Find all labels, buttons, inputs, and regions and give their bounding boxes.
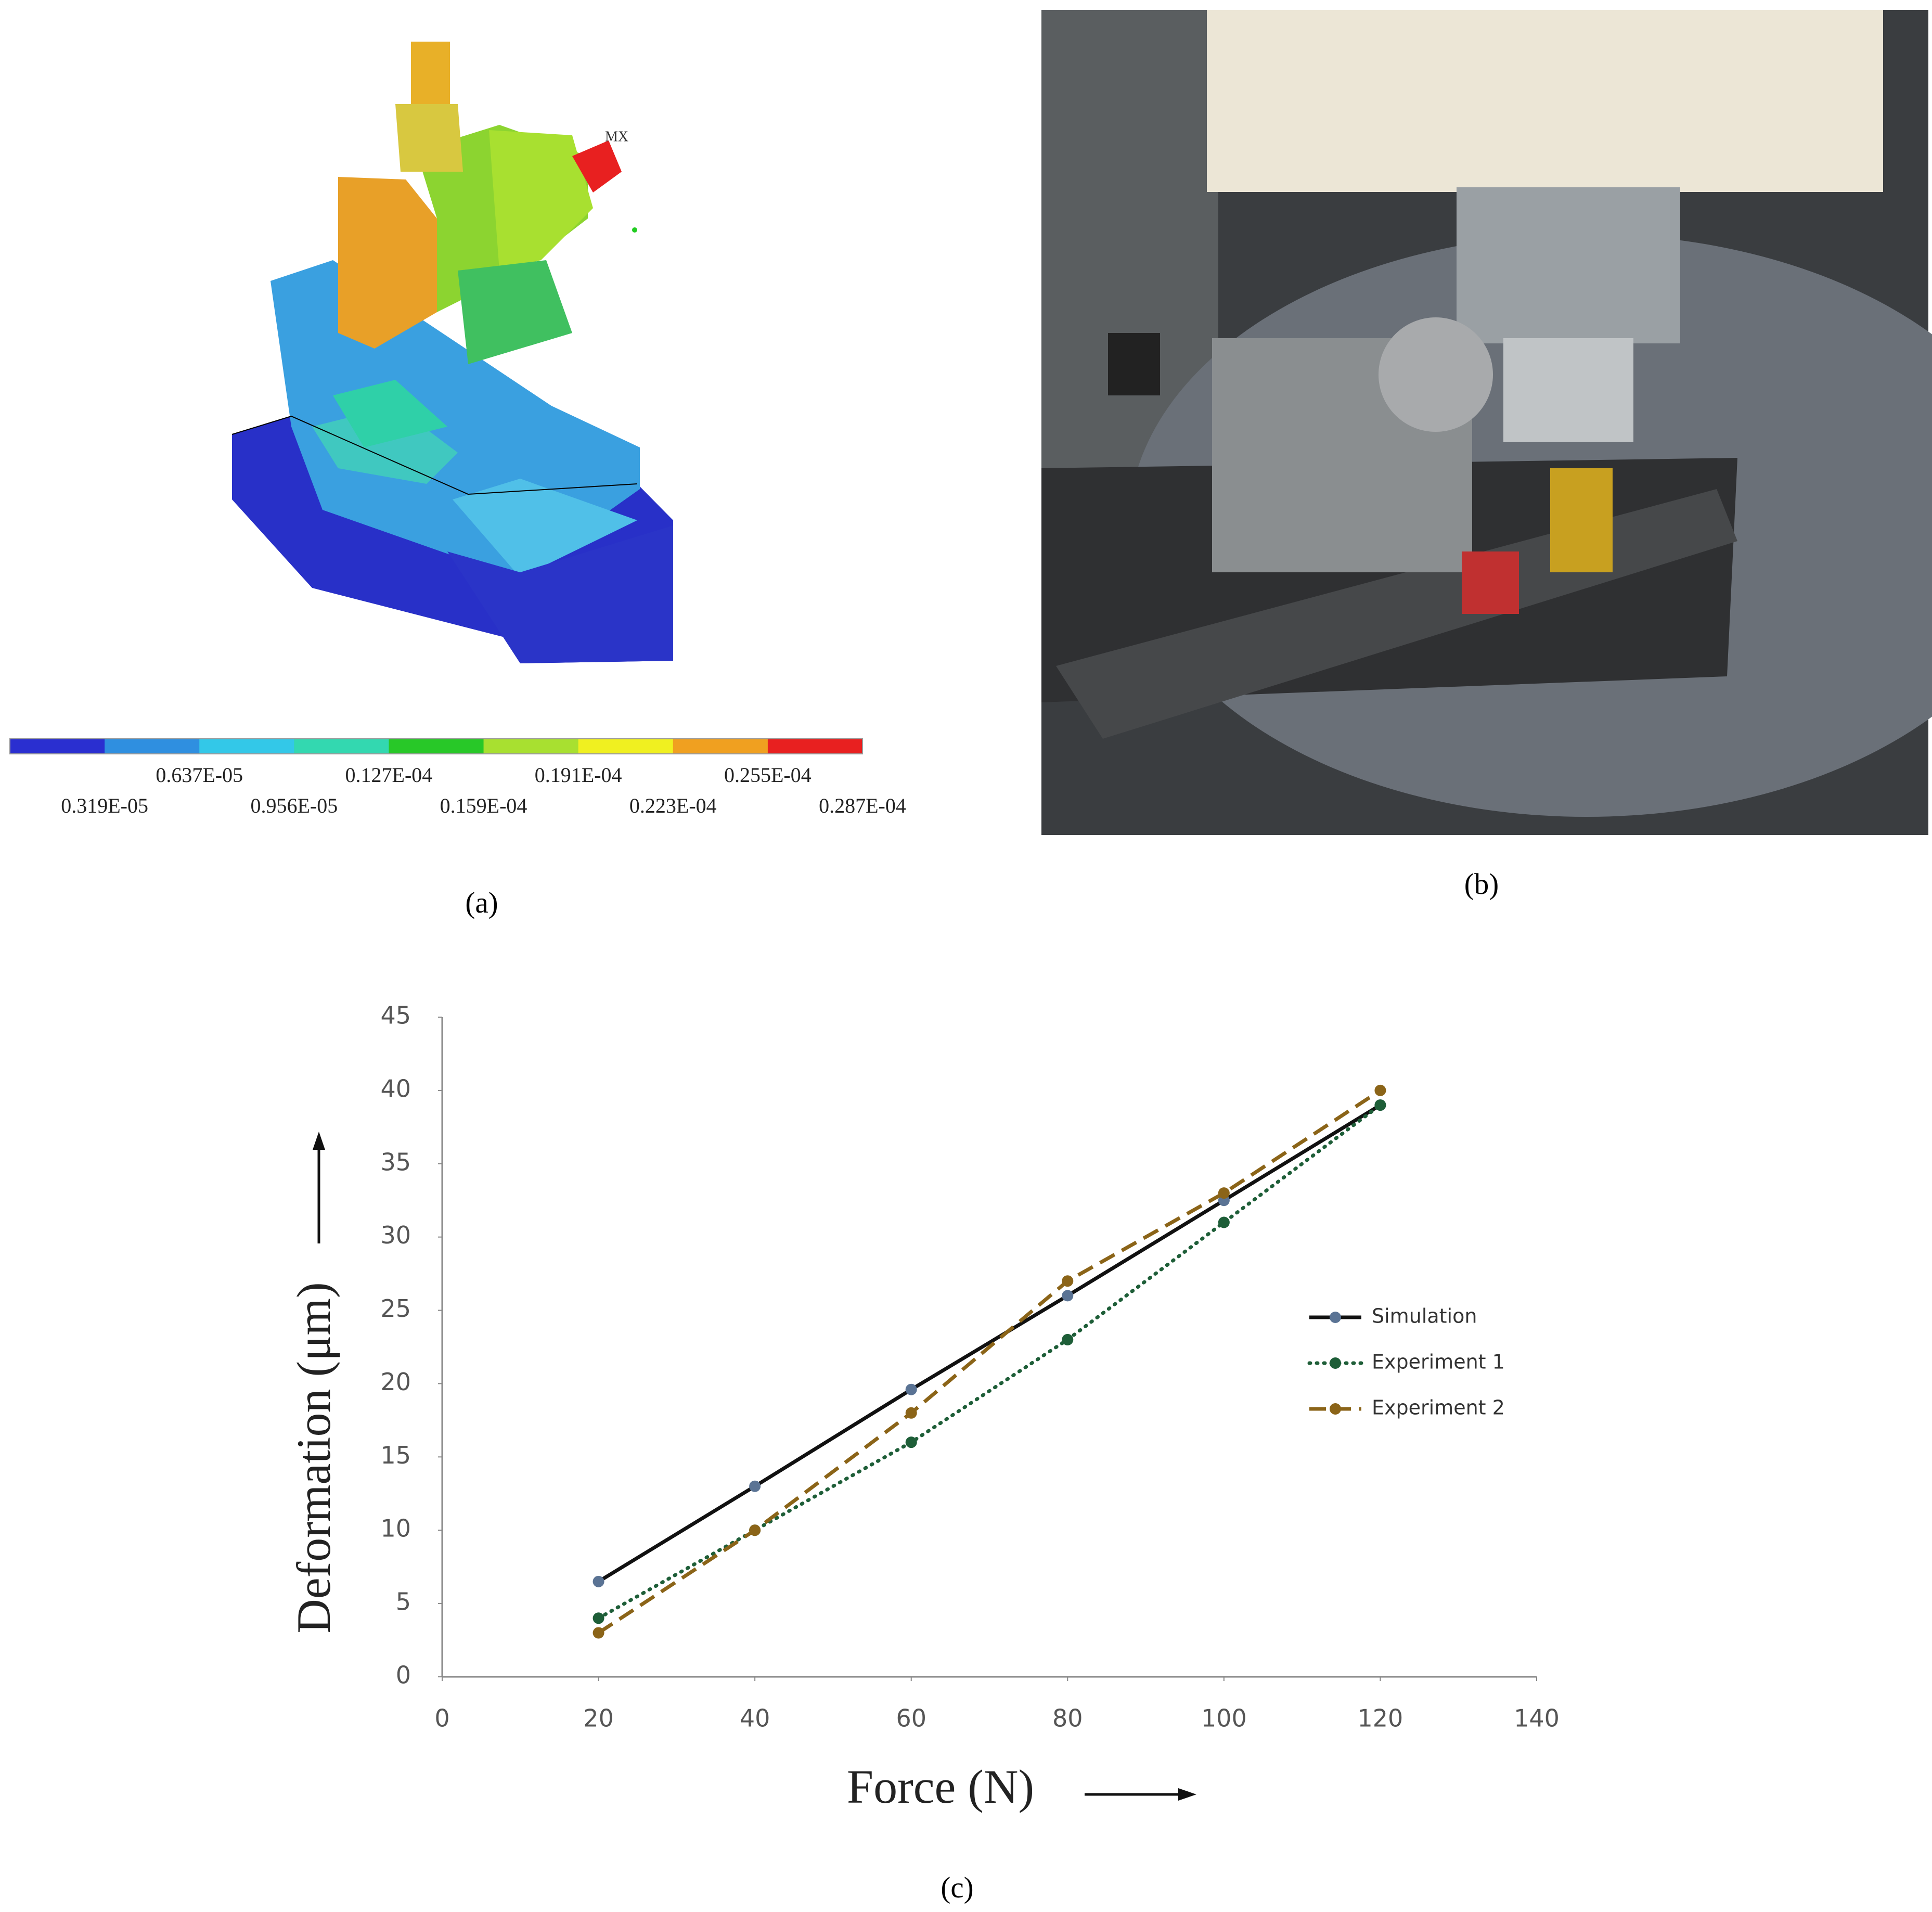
data-point (1218, 1187, 1230, 1199)
colorbar-band (10, 739, 105, 754)
x-tick-label: 40 (740, 1704, 770, 1733)
colorbar-band (105, 739, 200, 754)
colorbar-label: 0.956E-05 (250, 794, 338, 817)
min-marker (632, 227, 637, 233)
colorbar-label: 0.637E-05 (156, 763, 243, 787)
colorbar-label: 0.159E-04 (440, 794, 527, 817)
x-tick-label: 60 (896, 1704, 926, 1733)
data-point (1062, 1275, 1074, 1287)
chart: 0 5 10 15 20 25 30 35 40 45 0 20 40 60 80 100 120 140 Defo… (287, 1002, 1560, 1814)
y-tick-label: 10 (380, 1515, 411, 1543)
colorbar-label: 0.319E-05 (61, 794, 148, 817)
y-tick-label: 40 (380, 1074, 411, 1102)
colorbar-label: 0.127E-04 (345, 763, 433, 787)
x-tick-label: 20 (583, 1704, 614, 1733)
y-axis-title: Deformation (μm) (287, 1282, 340, 1633)
photo (1041, 10, 1932, 835)
colorbar-label: 0.223E-04 (629, 794, 717, 817)
x-tick-label: 80 (1052, 1704, 1083, 1733)
colorbar-label: 0.191E-04 (535, 763, 622, 787)
arrow-head (1178, 1788, 1196, 1801)
colorbar-label: 0.255E-04 (724, 763, 812, 787)
y-tick-label: 15 (380, 1441, 411, 1469)
data-point (1062, 1290, 1074, 1302)
legend-label: Experiment 1 (1372, 1351, 1505, 1374)
x-tick-label: 100 (1201, 1704, 1247, 1733)
x-tick-label: 140 (1514, 1704, 1560, 1733)
y-tick-label: 25 (380, 1294, 411, 1323)
colorbar-frame (9, 738, 863, 754)
colorbar-band (389, 739, 484, 754)
panel-label: (b) (1464, 868, 1499, 901)
x-axis-title: Force (N) (847, 1760, 1034, 1813)
y-tick-label: 45 (380, 1002, 411, 1030)
colorbar: 0.637E-05 0.127E-04 0.191E-04 0.255E-04 0.31… (9, 738, 906, 817)
data-line (597, 1088, 1382, 1635)
data-point (749, 1524, 761, 1536)
arrow-head (313, 1132, 325, 1150)
colorbar-band (578, 739, 674, 754)
data-point (749, 1480, 761, 1492)
data-point (1374, 1099, 1386, 1111)
legend-label: Experiment 2 (1372, 1396, 1505, 1419)
data-point (905, 1436, 917, 1448)
data-point (593, 1575, 604, 1587)
data-point (593, 1627, 604, 1639)
colorbar-band (294, 739, 389, 754)
data-point (905, 1407, 917, 1419)
colorbar-band (767, 739, 863, 754)
y-tick-label: 5 (396, 1588, 411, 1616)
colorbar-band (483, 739, 579, 754)
legend-marker (1330, 1312, 1341, 1323)
data-point (1374, 1084, 1386, 1096)
data-line (597, 1103, 1382, 1620)
fem-model (231, 42, 673, 663)
x-tick-label: 120 (1358, 1704, 1403, 1733)
legend-marker (1330, 1403, 1341, 1415)
legend-marker (1330, 1357, 1341, 1369)
data-point (1062, 1333, 1074, 1345)
data-point (905, 1383, 917, 1395)
panel-label: (a) (465, 887, 498, 919)
colorbar-band (199, 739, 294, 754)
y-tick-label: 30 (380, 1221, 411, 1249)
data-point (593, 1612, 604, 1624)
data-point (1218, 1216, 1230, 1228)
colorbar-label: 0.287E-04 (819, 794, 906, 817)
colorbar-band (673, 739, 768, 754)
y-tick-label: 0 (396, 1661, 411, 1689)
x-tick-label: 0 (434, 1704, 449, 1733)
legend-label: Simulation (1372, 1305, 1477, 1328)
y-tick-label: 20 (380, 1368, 411, 1396)
y-tick-label: 35 (380, 1148, 411, 1176)
max-marker: MX (605, 129, 628, 145)
panel-label: (c) (941, 1871, 973, 1904)
data-line (597, 1103, 1382, 1583)
